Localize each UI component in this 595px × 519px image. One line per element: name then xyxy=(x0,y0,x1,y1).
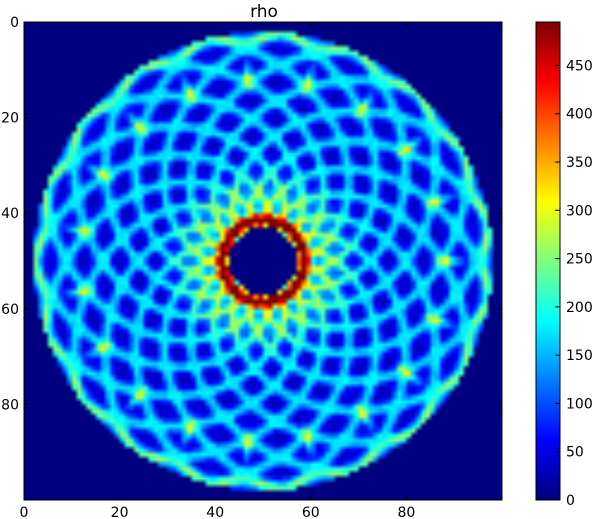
x-tick-label: 20 xyxy=(111,505,129,519)
colorbar-frame xyxy=(535,21,561,501)
chart-title: rho xyxy=(250,2,278,22)
x-tick-label: 80 xyxy=(397,505,415,519)
colorbar-tick-label: 400 xyxy=(566,107,593,123)
heatmap-image xyxy=(24,22,502,500)
colorbar-tick-label: 350 xyxy=(566,155,593,171)
x-tick-label: 60 xyxy=(302,505,320,519)
colorbar-tick-label: 250 xyxy=(566,252,593,268)
colorbar-tick-label: 300 xyxy=(566,203,593,219)
y-tick-label: 40 xyxy=(1,206,19,222)
colorbar: 0 50 100 150 200 250 300 350 400 450 xyxy=(535,21,593,509)
colorbar-tick-label: 100 xyxy=(566,396,593,412)
y-tick-label: 80 xyxy=(1,397,19,413)
x-axis-ticks: 0 20 40 60 80 xyxy=(20,22,415,519)
x-tick-label: 40 xyxy=(206,505,224,519)
plot-frame xyxy=(23,21,503,501)
colorbar-tick-label: 450 xyxy=(566,58,593,74)
y-tick-label: 0 xyxy=(10,15,19,31)
colorbar-tick-label: 150 xyxy=(566,348,593,364)
y-tick-label: 20 xyxy=(1,111,19,127)
colorbar-tick-label: 200 xyxy=(566,300,593,316)
y-tick-label: 60 xyxy=(1,302,19,318)
colorbar-tick-label: 50 xyxy=(566,445,584,461)
colorbar-tick-label: 0 xyxy=(566,493,575,509)
colorbar-ticks: 0 50 100 150 200 250 300 350 400 450 xyxy=(555,58,593,509)
y-axis-ticks: 0 20 40 60 80 xyxy=(1,15,502,413)
heatmap-plot: 0 20 40 60 80 0 20 40 60 80 xyxy=(1,15,503,519)
colorbar-gradient xyxy=(536,22,560,500)
x-tick-label: 0 xyxy=(20,505,29,519)
